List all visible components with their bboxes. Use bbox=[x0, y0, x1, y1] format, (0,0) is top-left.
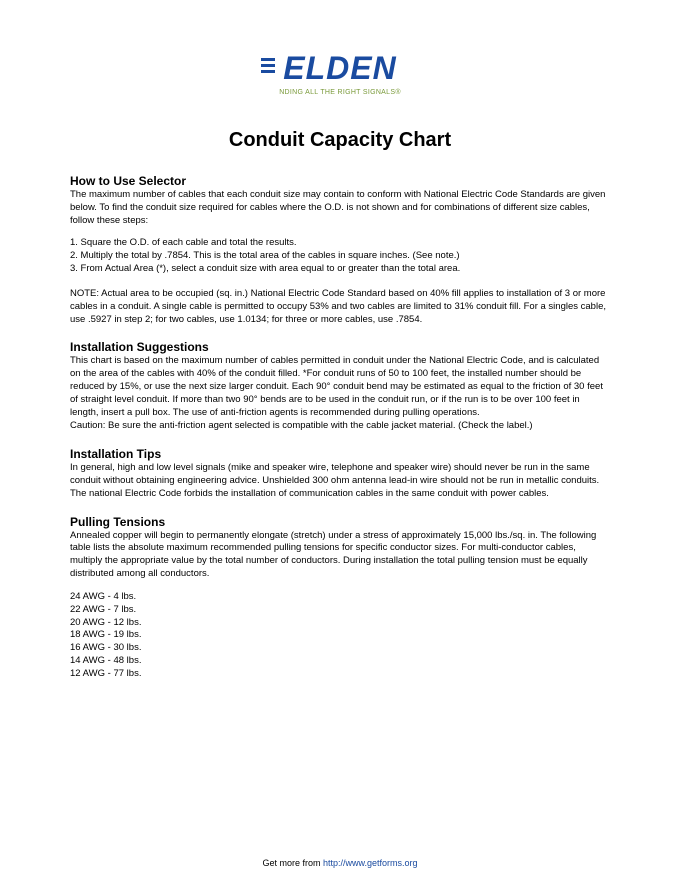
brand-name: ELDEN bbox=[279, 50, 401, 87]
tension-list: 24 AWG - 4 lbs. 22 AWG - 7 lbs. 20 AWG -… bbox=[70, 591, 610, 681]
installation-tips-body: In general, high and low level signals (… bbox=[70, 462, 610, 500]
how-to-use-heading: How to Use Selector bbox=[70, 174, 610, 188]
how-to-use-note: NOTE: Actual area to be occupied (sq. in… bbox=[70, 288, 610, 326]
installation-suggestions-heading: Installation Suggestions bbox=[70, 340, 610, 354]
page-title: Conduit Capacity Chart bbox=[70, 129, 610, 152]
step-item: 1. Square the O.D. of each cable and tot… bbox=[70, 237, 610, 250]
installation-tips-heading: Installation Tips bbox=[70, 447, 610, 461]
tension-item: 14 AWG - 48 lbs. bbox=[70, 655, 610, 668]
step-item: 2. Multiply the total by .7854. This is … bbox=[70, 250, 610, 263]
pulling-tensions-heading: Pulling Tensions bbox=[70, 515, 610, 529]
tension-item: 22 AWG - 7 lbs. bbox=[70, 604, 610, 617]
logo-area: ELDEN NDING ALL THE RIGHT SIGNALS® bbox=[70, 50, 610, 99]
brand-tagline: NDING ALL THE RIGHT SIGNALS® bbox=[279, 89, 401, 96]
document-page: ELDEN NDING ALL THE RIGHT SIGNALS® Condu… bbox=[0, 0, 680, 681]
tension-item: 12 AWG - 77 lbs. bbox=[70, 668, 610, 681]
tension-item: 20 AWG - 12 lbs. bbox=[70, 617, 610, 630]
installation-suggestions-body: This chart is based on the maximum numbe… bbox=[70, 355, 610, 419]
footer-link[interactable]: http://www.getforms.org bbox=[323, 858, 418, 868]
pulling-tensions-body: Annealed copper will begin to permanentl… bbox=[70, 530, 610, 581]
tension-item: 18 AWG - 19 lbs. bbox=[70, 629, 610, 642]
installation-suggestions-caution: Caution: Be sure the anti-friction agent… bbox=[70, 420, 610, 433]
tension-item: 16 AWG - 30 lbs. bbox=[70, 642, 610, 655]
footer-prefix: Get more from bbox=[262, 858, 323, 868]
brand-logo: ELDEN NDING ALL THE RIGHT SIGNALS® bbox=[279, 50, 401, 96]
tension-item: 24 AWG - 4 lbs. bbox=[70, 591, 610, 604]
how-to-use-intro: The maximum number of cables that each c… bbox=[70, 189, 610, 227]
step-item: 3. From Actual Area (*), select a condui… bbox=[70, 263, 610, 276]
page-footer: Get more from http://www.getforms.org bbox=[0, 858, 680, 868]
how-to-use-steps: 1. Square the O.D. of each cable and tot… bbox=[70, 237, 610, 275]
